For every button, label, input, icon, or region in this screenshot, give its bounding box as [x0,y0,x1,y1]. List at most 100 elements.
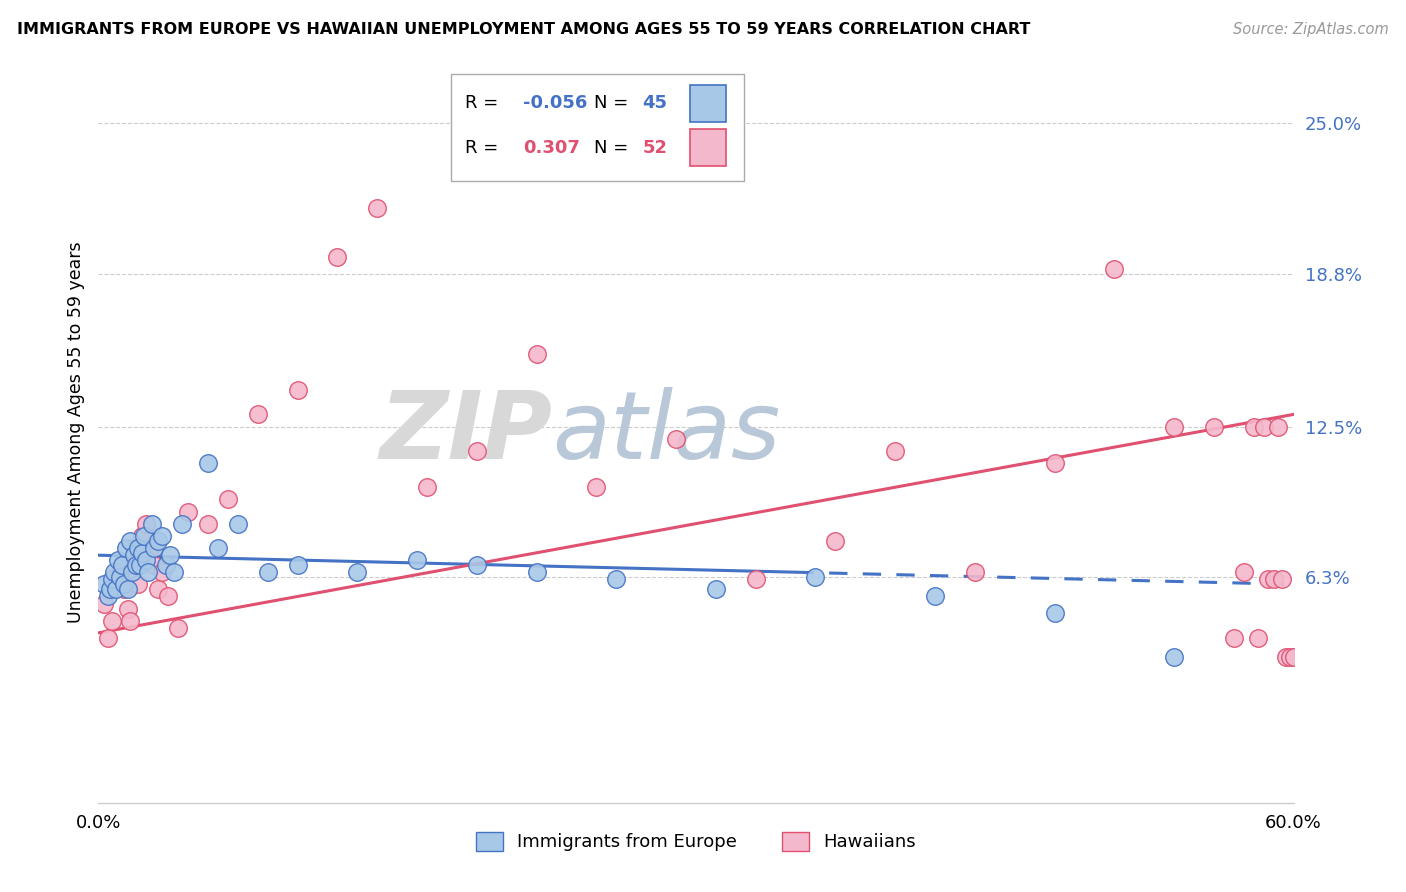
Point [98,582,122,597]
Point [148,582,170,597]
Text: R =: R = [465,138,510,157]
Point [101,573,124,587]
Point [287,558,309,572]
Point [1233,565,1256,579]
Text: 45: 45 [643,95,668,112]
Point [226,516,249,531]
Point [1267,419,1289,434]
Point [124,541,146,555]
Point [1223,631,1246,645]
Point [159,548,181,562]
Point [105,577,128,591]
Point [135,516,157,531]
Y-axis label: Unemployment Among Ages 55 to 59 years: Unemployment Among Ages 55 to 59 years [66,242,84,624]
Point [585,480,607,494]
Text: N =: N = [595,138,634,157]
Point [207,541,229,555]
Point [416,480,439,494]
Text: ZIP: ZIP [380,386,553,479]
Text: -0.056: -0.056 [523,95,588,112]
Point [97,590,120,604]
Text: 52: 52 [643,138,668,157]
Point [105,582,128,597]
FancyBboxPatch shape [690,85,725,121]
Point [131,546,153,560]
Point [131,529,153,543]
Point [93,577,115,591]
Point [1274,650,1296,665]
Point [605,573,627,587]
Point [1104,261,1126,276]
Point [150,565,173,579]
Point [127,577,149,591]
Text: N =: N = [595,95,634,112]
Point [167,621,190,635]
Point [884,443,907,458]
Point [163,565,186,579]
Text: atlas: atlas [553,387,780,478]
Point [115,541,138,555]
Point [120,533,142,548]
Point [1163,650,1185,665]
Point [110,570,132,584]
Point [112,582,135,597]
Point [326,250,349,264]
Point [1163,419,1185,434]
Point [1253,419,1275,434]
Point [924,590,946,604]
Point [1278,650,1301,665]
Point [120,614,142,628]
Text: 0.307: 0.307 [523,138,579,157]
Point [134,529,156,543]
Point [117,582,139,597]
Point [256,565,278,579]
Point [129,558,152,572]
Point [143,541,166,555]
Point [197,456,219,470]
Point [135,553,157,567]
Point [125,548,148,562]
Point [124,548,146,562]
Point [121,558,143,572]
Point [103,565,125,579]
Point [526,347,548,361]
FancyBboxPatch shape [690,129,725,166]
Point [172,516,194,531]
Point [1271,573,1294,587]
Point [1043,607,1066,621]
Point [136,565,159,579]
Point [1257,573,1279,587]
Point [155,558,177,572]
Point [1247,631,1270,645]
Point [148,533,170,548]
Point [127,541,149,555]
Point [1202,419,1225,434]
Point [217,492,239,507]
Point [745,573,768,587]
Text: IMMIGRANTS FROM EUROPE VS HAWAIIAN UNEMPLOYMENT AMONG AGES 55 TO 59 YEARS CORREL: IMMIGRANTS FROM EUROPE VS HAWAIIAN UNEMP… [17,22,1031,37]
Point [824,533,846,548]
Point [111,558,134,572]
Point [665,432,688,446]
Point [157,590,180,604]
Point [1043,456,1066,470]
Point [143,558,166,572]
Point [526,565,548,579]
Point [110,565,132,579]
Point [346,565,368,579]
Point [704,582,727,597]
Point [197,516,219,531]
Point [112,577,135,591]
Point [93,597,115,611]
Point [121,565,143,579]
Text: Source: ZipAtlas.com: Source: ZipAtlas.com [1233,22,1389,37]
Point [287,383,309,397]
Point [125,558,148,572]
Point [1282,650,1305,665]
Point [804,570,827,584]
Point [366,201,388,215]
Point [246,408,269,422]
Point [406,553,429,567]
Point [117,601,139,615]
Point [465,443,488,458]
